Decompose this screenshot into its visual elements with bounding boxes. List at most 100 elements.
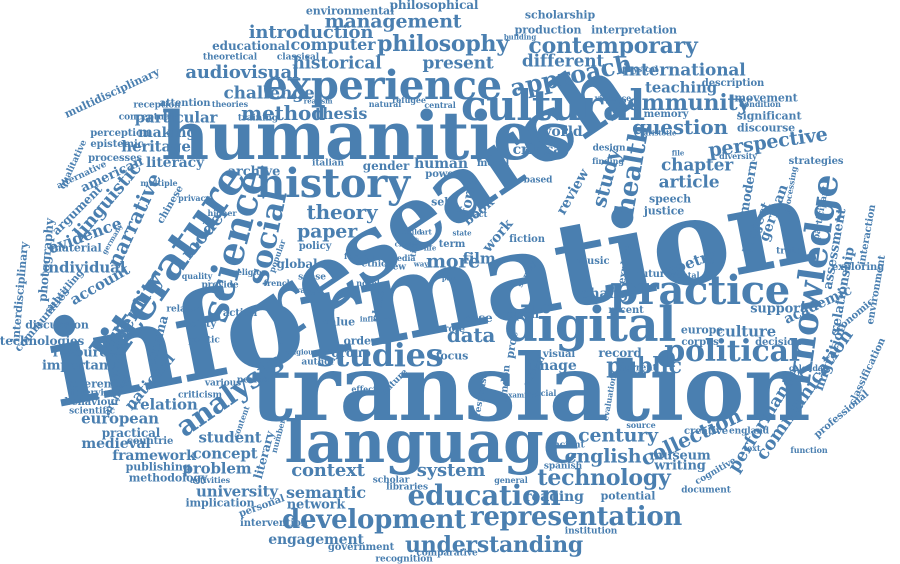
word: function — [790, 445, 828, 455]
word: child — [402, 227, 422, 237]
word: government — [327, 542, 395, 553]
word: translation — [250, 334, 810, 442]
word: corpus — [681, 337, 719, 348]
word: historical — [292, 53, 382, 74]
word: scholar — [372, 475, 410, 486]
word: mental — [668, 270, 700, 280]
word: representation — [469, 502, 683, 532]
word: media — [388, 253, 416, 263]
word: general — [494, 475, 528, 485]
word: data — [446, 323, 496, 347]
word: development — [282, 505, 466, 535]
word: political — [664, 334, 800, 369]
word: natural — [368, 99, 402, 109]
word: behaviour — [64, 397, 120, 408]
word: humanities — [161, 97, 571, 175]
word: classical — [276, 52, 320, 63]
word: theories — [211, 99, 249, 109]
word: realism — [303, 96, 333, 106]
word: sense — [298, 272, 326, 283]
word: interview — [71, 388, 117, 399]
word: student — [198, 428, 262, 447]
word: photography — [35, 217, 57, 303]
word: understanding — [404, 532, 584, 558]
word: fiction — [509, 234, 545, 245]
word: file — [671, 148, 685, 158]
word: community — [614, 90, 750, 116]
word: image — [529, 358, 577, 374]
word: method — [241, 101, 325, 125]
word: novel — [356, 278, 380, 288]
word: context — [291, 460, 365, 481]
word: based — [523, 175, 553, 186]
word: methodology — [128, 471, 208, 485]
word: interpretation — [591, 23, 677, 37]
word: state — [452, 228, 472, 238]
word: human — [414, 156, 468, 172]
word: justice — [643, 204, 685, 218]
word: philosophical — [389, 0, 479, 12]
word: system — [416, 460, 486, 481]
word: thesis — [314, 104, 368, 123]
word: moral — [476, 158, 510, 169]
word: chapter — [660, 155, 734, 176]
word: related — [166, 304, 202, 315]
word: countrie — [126, 436, 174, 447]
word: potential — [600, 489, 656, 503]
word: engagement — [268, 532, 364, 548]
word: provide — [201, 280, 239, 291]
word: audiovisual — [185, 62, 299, 83]
word: museum — [649, 448, 711, 464]
word: archive — [227, 164, 281, 180]
word: studies — [316, 336, 444, 374]
word: life — [423, 243, 437, 253]
word: discourse — [736, 121, 796, 135]
word: activities — [189, 475, 231, 485]
word: period — [237, 375, 269, 386]
word: design — [592, 143, 626, 154]
word: education — [407, 479, 561, 512]
word: aristotle — [643, 128, 677, 138]
word: resource — [52, 345, 116, 361]
word: training — [237, 113, 279, 124]
word: way — [413, 259, 429, 269]
word: source — [626, 420, 656, 430]
word: publishing — [125, 460, 191, 474]
word: epistemic — [90, 139, 144, 150]
word: particular — [134, 108, 218, 127]
word: international — [622, 60, 746, 81]
word: open — [506, 307, 540, 321]
word: condition — [739, 99, 781, 109]
word: ethic — [361, 259, 387, 270]
word: building — [503, 32, 537, 42]
word: finding — [592, 156, 624, 166]
word: english — [564, 445, 642, 468]
word: role — [443, 324, 465, 335]
word: term — [438, 239, 466, 250]
word: art — [420, 227, 432, 237]
word: text — [743, 443, 761, 453]
word: spanish — [543, 461, 583, 472]
word: public — [606, 353, 682, 379]
word: european — [81, 409, 159, 428]
word: view — [384, 262, 406, 273]
word: technology — [537, 465, 671, 491]
word: challenge — [223, 83, 315, 104]
word: value — [322, 315, 356, 329]
word: case — [463, 311, 493, 325]
word: multiple — [140, 178, 178, 188]
word: professional — [812, 388, 872, 441]
word: group — [331, 346, 371, 360]
word: writing — [654, 458, 706, 474]
word: question — [632, 115, 728, 139]
word: creative — [684, 426, 728, 437]
word: memory — [643, 109, 689, 120]
word: significant — [736, 109, 802, 123]
word: making — [137, 125, 197, 141]
word: violence — [594, 93, 632, 103]
word: recognition — [375, 554, 433, 564]
word: theoretical — [202, 52, 258, 63]
word: reception — [133, 100, 181, 111]
word: quality — [181, 271, 213, 281]
